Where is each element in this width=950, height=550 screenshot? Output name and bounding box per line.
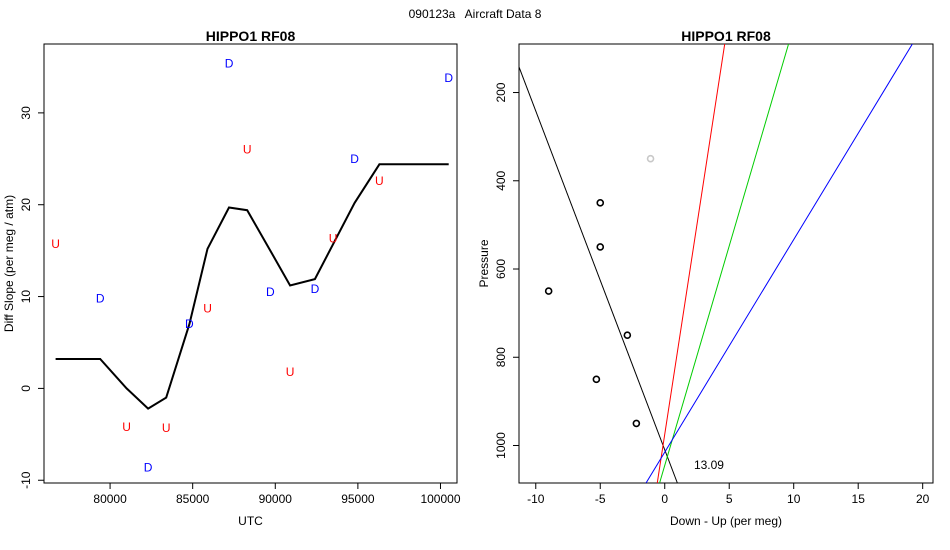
left-y-axis-label: Diff Slope (per meg / atm) — [2, 195, 16, 332]
left-x-tick-label: 90000 — [259, 492, 293, 506]
right-axis-ticks: -10 -5 0 5 10 15 20 200 400 600 800 1000 — [494, 82, 930, 506]
right-y-tick-label: 600 — [494, 259, 508, 279]
right-y-tick-label: 1000 — [494, 432, 508, 459]
right-x-tick-label: 15 — [852, 492, 866, 506]
right-fit-line — [659, 44, 790, 483]
left-marker-u: U — [122, 420, 131, 434]
right-x-tick-label: -10 — [527, 492, 545, 506]
left-marker-d: D — [185, 317, 194, 331]
left-marker-d: D — [266, 285, 275, 299]
right-y-axis-label: Pressure — [477, 239, 491, 287]
right-chart-panel: HIPPO1 RF08 -10 -5 0 5 10 15 20 200 400 600 800 100… — [477, 28, 934, 528]
left-y-tick-label: 20 — [19, 198, 33, 212]
left-x-tick-label: 85000 — [176, 492, 210, 506]
right-x-axis-label: Down - Up (per meg) — [670, 514, 782, 528]
right-data-point — [596, 243, 605, 251]
right-x-tick-label: 0 — [661, 492, 668, 506]
left-chart-panel: HIPPO1 RF08 80000 85000 90000 95000 100000 -1… — [2, 28, 461, 528]
left-x-tick-label: 100000 — [420, 492, 460, 506]
left-y-tick-label: 10 — [19, 290, 33, 304]
left-marker-d: D — [444, 71, 453, 85]
left-x-tick-label: 80000 — [93, 492, 127, 506]
left-x-tick-label: 95000 — [341, 492, 375, 506]
left-y-tick-label: -10 — [19, 471, 33, 489]
right-x-tick-label: -5 — [595, 492, 606, 506]
left-marker-u: U — [286, 365, 295, 379]
page-title: 090123a Aircraft Data 8 — [408, 7, 542, 21]
left-marker-d: D — [311, 282, 320, 296]
right-x-tick-label: 5 — [726, 492, 733, 506]
right-data-point — [544, 287, 553, 295]
left-axis-ticks: 80000 85000 90000 95000 100000 -10 0 10 20 30 — [19, 106, 461, 506]
right-data-point — [592, 375, 601, 384]
left-series-line — [55, 163, 449, 410]
right-annotation: 13.09 — [694, 458, 724, 472]
left-marker-u: U — [203, 302, 212, 316]
right-data-point — [646, 154, 655, 163]
right-plot-data — [519, 44, 913, 483]
right-plot-box — [518, 43, 934, 484]
right-x-tick-label: 20 — [916, 492, 930, 506]
right-data-point — [623, 331, 632, 339]
left-marker-d: D — [225, 56, 234, 70]
left-x-axis-label: UTC — [238, 514, 263, 528]
left-y-tick-label: 30 — [19, 106, 33, 120]
left-marker-u: U — [51, 237, 60, 251]
left-marker-u: U — [243, 143, 252, 157]
right-chart-title: HIPPO1 RF08 — [681, 28, 771, 44]
right-fit-lines — [519, 44, 913, 483]
left-y-tick-label: 0 — [19, 385, 33, 392]
right-data-point — [596, 199, 605, 207]
left-marker-u: U — [329, 232, 338, 246]
right-x-tick-label: 10 — [787, 492, 801, 506]
right-y-tick-label: 800 — [494, 347, 508, 367]
left-marker-u: U — [375, 174, 384, 188]
left-chart-title: HIPPO1 RF08 — [206, 28, 296, 44]
left-marker-u: U — [162, 421, 171, 435]
right-y-tick-label: 400 — [494, 170, 508, 190]
right-fit-line — [519, 66, 678, 483]
left-marker-d: D — [144, 460, 153, 474]
right-y-tick-label: 200 — [494, 82, 508, 102]
left-marker-d: D — [96, 291, 105, 305]
right-data-point — [632, 419, 641, 428]
right-fit-line — [645, 44, 913, 483]
left-marker-d: D — [350, 152, 359, 166]
right-fit-line — [656, 44, 726, 483]
left-plot-box — [43, 43, 458, 484]
